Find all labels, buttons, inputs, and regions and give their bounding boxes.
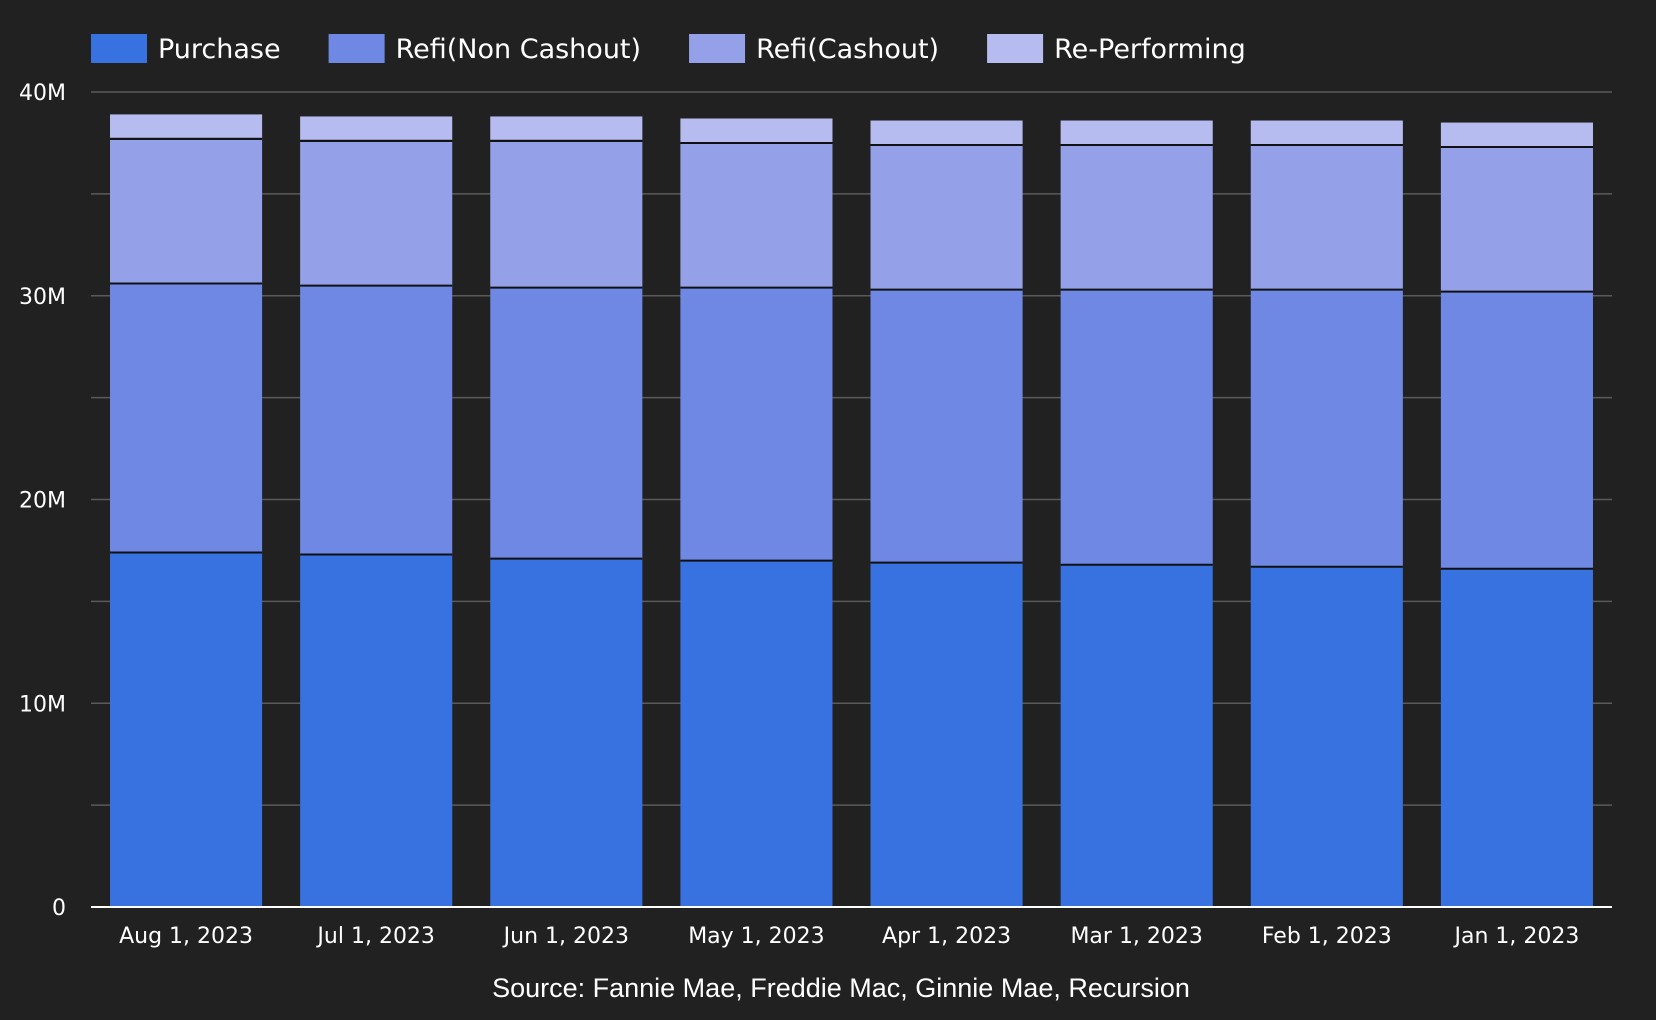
bar-segment-4-3: [870, 120, 1023, 145]
legend-label-0: Purchase: [158, 34, 281, 65]
bar-group-5: [1060, 120, 1213, 907]
bar-segment-2-3: [490, 116, 643, 141]
bar-segment-6-2: [1250, 144, 1403, 290]
legend-swatch-2: [689, 34, 746, 63]
y-axis-ticks: 0 10M 20M 30M 40M: [19, 81, 66, 921]
bar-segment-7-2: [1440, 147, 1593, 292]
y-tick-label-4: 40M: [19, 81, 66, 106]
x-tick-label-0: Aug 1, 2023: [119, 924, 253, 949]
bar-segment-5-3: [1060, 120, 1213, 145]
x-tick-label-6: Feb 1, 2023: [1262, 924, 1392, 949]
x-tick-label-4: Apr 1, 2023: [882, 924, 1011, 949]
legend-label-1: Refi(Non Cashout): [396, 34, 641, 65]
y-tick-label-3: 30M: [19, 285, 66, 310]
bar-segment-6-3: [1250, 120, 1403, 145]
bar-segment-5-2: [1060, 144, 1213, 290]
bar-segment-7-3: [1440, 122, 1593, 148]
x-tick-label-7: Jan 1, 2023: [1452, 924, 1579, 949]
x-tick-label-2: Jun 1, 2023: [502, 924, 629, 949]
bar-segment-3-2: [680, 142, 833, 288]
legend-swatch-3: [987, 34, 1044, 63]
bar-segment-6-1: [1250, 289, 1403, 567]
bar-segment-0-2: [110, 138, 263, 284]
bar-segment-5-0: [1060, 564, 1213, 907]
bar-group-0: [110, 114, 263, 907]
bar-segment-1-0: [300, 554, 453, 907]
x-tick-label-5: Mar 1, 2023: [1070, 924, 1202, 949]
legend-swatch-0: [91, 34, 147, 63]
bar-group-6: [1250, 120, 1403, 907]
bar-segment-7-0: [1440, 568, 1593, 907]
bar-segment-4-1: [870, 289, 1023, 563]
bars: [110, 114, 1593, 907]
bar-segment-1-1: [300, 285, 453, 555]
x-tick-label-3: May 1, 2023: [688, 924, 824, 949]
legend-label-3: Re-Performing: [1054, 34, 1246, 65]
legend-swatch-1: [328, 34, 385, 63]
legend-label-2: Refi(Cashout): [756, 34, 939, 65]
bar-segment-3-3: [680, 118, 833, 143]
bar-segment-2-0: [490, 558, 643, 907]
bar-segment-4-0: [870, 562, 1023, 907]
bar-segment-3-1: [680, 287, 833, 561]
bar-segment-0-1: [110, 283, 263, 553]
x-axis-ticks: Aug 1, 2023 Jul 1, 2023 Jun 1, 2023 May 1, …: [119, 924, 1579, 949]
bar-group-1: [300, 116, 453, 907]
y-tick-label-0: 0: [52, 896, 66, 921]
bar-segment-4-2: [870, 144, 1023, 290]
legend: Purchase Refi(Non Cashout) Refi(Cashout) Re…: [91, 34, 1246, 65]
bar-segment-1-2: [300, 140, 453, 286]
bar-segment-2-2: [490, 140, 643, 288]
bar-segment-1-3: [300, 116, 453, 141]
bar-group-7: [1440, 122, 1593, 907]
bar-group-2: [490, 116, 643, 907]
bar-segment-5-1: [1060, 289, 1213, 565]
bar-segment-2-1: [490, 287, 643, 559]
bar-segment-3-0: [680, 560, 833, 907]
bar-segment-0-3: [110, 114, 263, 139]
bar-group-3: [680, 118, 833, 907]
bar-segment-6-0: [1250, 566, 1403, 907]
bar-segment-0-0: [110, 552, 263, 907]
source-note: Source: Fannie Mae, Freddie Mac, Ginnie …: [492, 973, 1190, 1003]
y-tick-label-2: 20M: [19, 489, 66, 514]
y-tick-label-1: 10M: [19, 692, 66, 717]
x-tick-label-1: Jul 1, 2023: [315, 924, 435, 949]
bar-group-4: [870, 120, 1023, 907]
bar-segment-7-1: [1440, 291, 1593, 569]
